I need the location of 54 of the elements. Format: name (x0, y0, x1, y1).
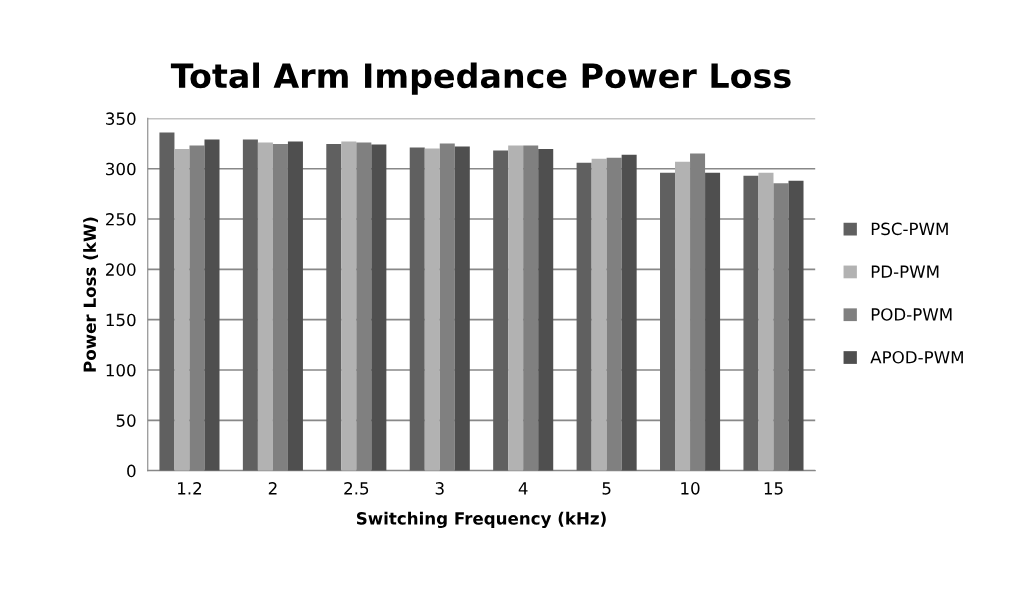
bar (326, 144, 342, 471)
y-tick-label: 50 (116, 414, 136, 427)
bar (675, 161, 691, 471)
x-tick-label: 3 (435, 482, 444, 495)
bar (341, 141, 357, 471)
bar (758, 172, 774, 471)
x-tick-label: 1.2 (178, 482, 202, 495)
chart-title: Total Arm Impedance Power Loss (170, 62, 791, 95)
bar (591, 158, 607, 471)
x-tick-label: 5 (602, 482, 611, 495)
bar (705, 172, 721, 471)
bar (257, 142, 273, 471)
legend-label: PSC-PWM (871, 222, 948, 236)
bar (424, 148, 440, 471)
bar (242, 139, 258, 471)
bar (356, 142, 372, 471)
legend-label: APOD-PWM (870, 350, 963, 364)
bar (621, 154, 637, 471)
legend-label: PD-PWM (871, 265, 939, 278)
bar (287, 141, 303, 471)
x-tick-label: 4 (518, 482, 528, 495)
y-tick-label: 350 (106, 112, 136, 125)
bar (493, 150, 509, 471)
bar (773, 183, 789, 471)
x-tick-label: 10 (681, 482, 700, 495)
bar (371, 144, 387, 471)
bar (508, 145, 524, 471)
x-axis-title: Switching Frequency (kHz) (356, 511, 606, 529)
x-tick-label: 2.5 (344, 482, 369, 495)
y-tick-label: 200 (106, 263, 136, 276)
bar (439, 143, 455, 471)
bar (660, 172, 676, 471)
bar (204, 139, 220, 471)
bar (272, 144, 288, 471)
y-axis-title: Power Loss (kW) (83, 217, 99, 372)
bar (606, 157, 622, 471)
bar (788, 180, 804, 471)
bar (454, 146, 470, 471)
y-tick-label: 0 (127, 464, 136, 478)
y-tick-label: 300 (106, 162, 136, 176)
bar (159, 132, 175, 471)
bar (523, 145, 539, 471)
bar (538, 149, 554, 471)
bar (576, 162, 592, 471)
x-tick-label: 15 (764, 482, 783, 495)
y-tick-label: 250 (106, 213, 136, 226)
bar (189, 145, 205, 471)
y-tick-label: 100 (106, 363, 136, 377)
bar (409, 147, 425, 471)
legend-label: POD-PWM (871, 308, 952, 321)
bar (743, 175, 759, 471)
x-tick-label: 2 (268, 482, 277, 495)
bar (174, 149, 190, 471)
y-tick-label: 150 (106, 313, 136, 327)
